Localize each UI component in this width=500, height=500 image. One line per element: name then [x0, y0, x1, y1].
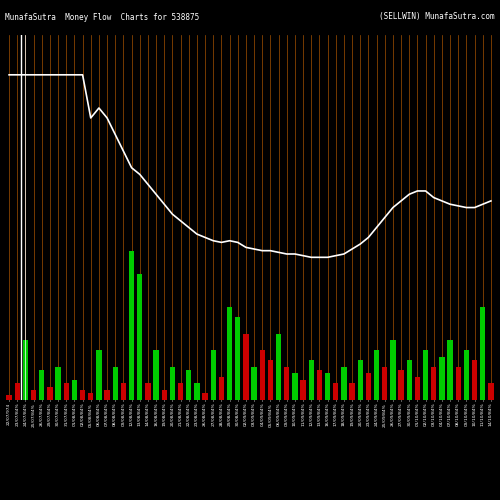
Bar [276, 334, 281, 400]
Bar [366, 374, 371, 400]
Bar [456, 367, 461, 400]
Bar [308, 360, 314, 400]
Bar [244, 334, 248, 400]
Bar [235, 317, 240, 400]
Bar [31, 390, 36, 400]
Bar [64, 384, 69, 400]
Bar [350, 384, 354, 400]
Bar [154, 350, 158, 400]
Bar [23, 340, 28, 400]
Bar [146, 384, 150, 400]
Bar [56, 367, 60, 400]
Bar [112, 367, 118, 400]
Bar [464, 350, 469, 400]
Bar [104, 390, 110, 400]
Bar [121, 384, 126, 400]
Bar [382, 367, 388, 400]
Bar [6, 395, 12, 400]
Bar [162, 390, 167, 400]
Bar [488, 384, 494, 400]
Bar [48, 386, 52, 400]
Bar [406, 360, 412, 400]
Bar [170, 367, 175, 400]
Bar [358, 360, 363, 400]
Bar [317, 370, 322, 400]
Bar [333, 384, 338, 400]
Bar [202, 394, 207, 400]
Bar [440, 357, 444, 400]
Bar [431, 367, 436, 400]
Bar [39, 370, 44, 400]
Bar [14, 384, 20, 400]
Bar [472, 360, 477, 400]
Bar [137, 274, 142, 400]
Text: MunafaSutra  Money Flow  Charts for 538875: MunafaSutra Money Flow Charts for 538875 [5, 12, 199, 22]
Bar [292, 374, 298, 400]
Bar [219, 377, 224, 400]
Bar [300, 380, 306, 400]
Bar [423, 350, 428, 400]
Bar [129, 250, 134, 400]
Bar [80, 390, 85, 400]
Bar [252, 367, 256, 400]
Bar [178, 384, 183, 400]
Bar [448, 340, 452, 400]
Bar [415, 377, 420, 400]
Bar [186, 370, 192, 400]
Bar [260, 350, 265, 400]
Bar [210, 350, 216, 400]
Bar [398, 370, 404, 400]
Bar [390, 340, 396, 400]
Bar [342, 367, 346, 400]
Bar [284, 367, 290, 400]
Bar [325, 374, 330, 400]
Bar [194, 384, 200, 400]
Text: (SELLWIN) MunafaSutra.com: (SELLWIN) MunafaSutra.com [380, 12, 495, 22]
Bar [72, 380, 77, 400]
Bar [268, 360, 273, 400]
Bar [96, 350, 102, 400]
Bar [480, 307, 486, 400]
Bar [227, 307, 232, 400]
Bar [374, 350, 379, 400]
Bar [88, 394, 94, 400]
